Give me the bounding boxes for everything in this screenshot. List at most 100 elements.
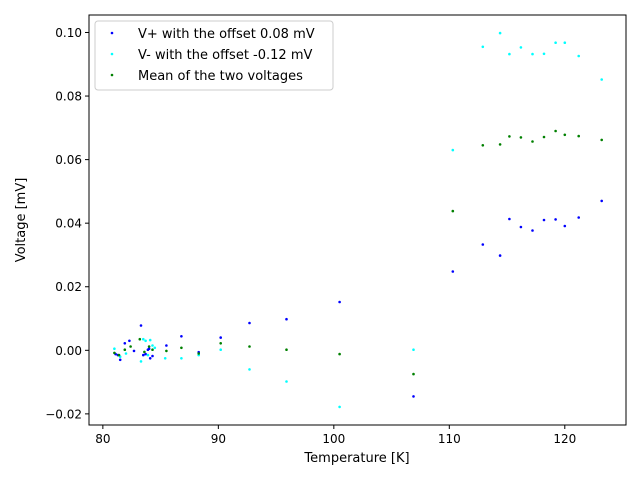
point-series-0-27 xyxy=(542,218,546,222)
point-series-2-3 xyxy=(129,345,132,348)
point-series-1-5 xyxy=(144,339,147,343)
point-series-1-11 xyxy=(180,357,183,360)
point-series-0-24 xyxy=(508,217,511,221)
point-series-0-10 xyxy=(151,354,154,358)
point-series-1-14 xyxy=(248,368,251,371)
point-series-2-19 xyxy=(508,135,511,138)
point-series-2-18 xyxy=(498,143,502,146)
point-series-0-3 xyxy=(123,342,127,345)
point-series-1-21 xyxy=(508,52,511,56)
point-series-0-4 xyxy=(128,339,131,343)
point-series-2-1 xyxy=(117,353,121,357)
y-tick-label: 0.02 xyxy=(55,280,82,294)
point-series-1-20 xyxy=(498,31,502,35)
point-series-0-6 xyxy=(139,324,143,327)
point-series-0-29 xyxy=(563,224,567,228)
legend-label-v-minus: V- with the offset -0.12 mV xyxy=(138,48,312,63)
point-series-0-16 xyxy=(219,336,222,339)
point-series-2-10 xyxy=(197,352,200,355)
point-series-0-2 xyxy=(118,358,122,362)
point-series-2-20 xyxy=(519,136,523,139)
x-tick-label: 90 xyxy=(211,432,226,446)
point-series-2-25 xyxy=(577,134,580,138)
point-series-0-13 xyxy=(165,344,168,347)
point-series-1-24 xyxy=(542,52,546,56)
point-series-0-8 xyxy=(144,352,147,356)
y-tick-label: −0.02 xyxy=(45,407,82,421)
point-series-2-22 xyxy=(542,135,546,139)
point-series-1-26 xyxy=(563,41,567,44)
point-series-0-20 xyxy=(412,395,415,398)
point-series-0-25 xyxy=(519,225,523,229)
point-series-1-13 xyxy=(219,348,222,352)
legend-label-mean: Mean of the two voltages xyxy=(138,69,303,84)
point-series-1-9 xyxy=(153,346,157,350)
point-series-1-7 xyxy=(148,338,152,342)
point-series-0-21 xyxy=(451,270,455,273)
point-series-2-2 xyxy=(123,348,127,352)
point-series-2-7 xyxy=(151,348,154,352)
plot-frame xyxy=(88,14,627,426)
legend-marker-mean xyxy=(110,73,114,77)
point-series-0-14 xyxy=(180,335,183,338)
data-points xyxy=(113,31,603,409)
point-series-0-11 xyxy=(148,357,152,360)
point-series-0-26 xyxy=(531,229,534,232)
point-series-1-25 xyxy=(554,41,557,44)
point-series-1-17 xyxy=(412,348,415,352)
point-series-1-23 xyxy=(531,52,534,56)
x-tick-label: 80 xyxy=(95,432,110,446)
point-series-0-31 xyxy=(600,199,603,203)
point-series-2-5 xyxy=(143,350,146,354)
point-series-2-14 xyxy=(338,352,341,356)
point-series-1-27 xyxy=(577,54,580,58)
y-tick-label: 0.06 xyxy=(55,153,82,167)
point-series-1-16 xyxy=(338,405,341,409)
y-tick-label: 0.04 xyxy=(55,217,82,231)
x-tick-label: 100 xyxy=(322,432,345,446)
point-series-0-23 xyxy=(498,254,502,257)
legend-marker-v-minus xyxy=(110,52,114,56)
point-series-1-22 xyxy=(519,46,523,49)
point-series-2-11 xyxy=(219,342,222,345)
point-series-1-18 xyxy=(451,148,455,152)
point-series-2-8 xyxy=(165,349,168,353)
point-series-2-15 xyxy=(412,372,415,376)
y-axis-ticks: −0.02 0.00 0.02 0.04 0.06 0.08 0.10 xyxy=(45,26,89,421)
point-series-1-4 xyxy=(142,337,145,341)
y-tick-label: 0.10 xyxy=(55,26,82,40)
y-tick-label: 0.00 xyxy=(55,344,82,358)
point-series-0-7 xyxy=(142,353,145,357)
point-series-2-26 xyxy=(600,138,603,142)
point-series-1-8 xyxy=(151,344,154,347)
x-axis-label: Temperature [K] xyxy=(303,451,409,466)
point-series-1-10 xyxy=(163,357,167,360)
point-series-0-30 xyxy=(577,216,580,219)
legend-label-v-plus: V+ with the offset 0.08 mV xyxy=(138,27,315,42)
x-tick-label: 120 xyxy=(553,432,576,446)
point-series-2-0 xyxy=(113,351,116,355)
y-axis-label: Voltage [mV] xyxy=(14,178,29,263)
x-tick-label: 110 xyxy=(438,432,461,446)
legend-marker-v-plus xyxy=(110,31,114,35)
point-series-0-19 xyxy=(338,300,341,304)
point-series-2-17 xyxy=(481,144,485,147)
y-tick-label: 0.08 xyxy=(55,90,82,104)
point-series-2-12 xyxy=(248,345,251,348)
point-series-1-0 xyxy=(113,347,116,351)
point-series-0-12 xyxy=(146,348,150,352)
point-series-0-18 xyxy=(285,317,288,321)
point-series-2-16 xyxy=(451,209,455,213)
point-series-2-9 xyxy=(180,346,183,350)
point-series-1-19 xyxy=(481,45,485,49)
point-series-1-3 xyxy=(139,360,143,363)
point-series-2-4 xyxy=(138,337,142,341)
x-axis-ticks: 80 90 100 110 120 xyxy=(95,425,576,446)
point-series-1-2 xyxy=(124,352,128,355)
point-series-1-15 xyxy=(285,380,288,383)
point-series-0-22 xyxy=(481,243,485,246)
point-series-1-6 xyxy=(146,353,150,357)
point-series-0-17 xyxy=(248,321,251,325)
legend: V+ with the offset 0.08 mV V- with the o… xyxy=(94,20,334,91)
